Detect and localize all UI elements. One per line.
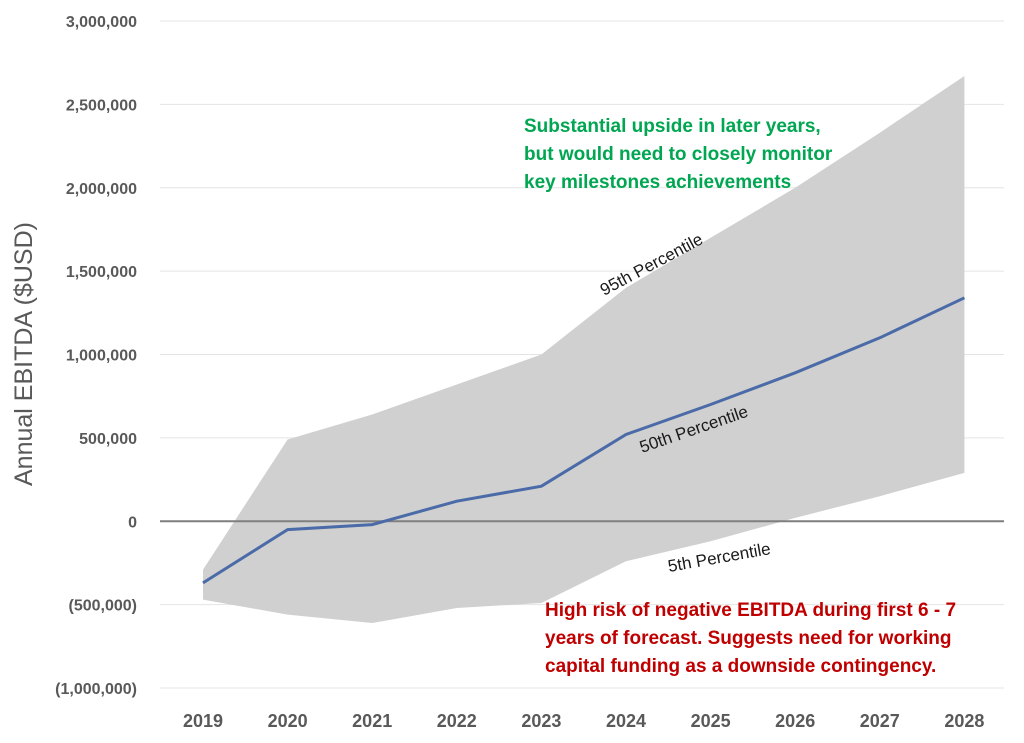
y-tick-label: 2,000,000 (66, 181, 137, 198)
x-tick-label: 2022 (437, 711, 477, 731)
risk-annotation-line-1: High risk of negative EBITDA during firs… (545, 600, 956, 621)
y-axis-ticks: 3,000,000 2,500,000 2,000,000 1,500,000 1,00… (55, 14, 137, 698)
median-series-line (202, 296, 966, 585)
y-tick-label: 500,000 (79, 431, 137, 448)
x-tick-label: 2026 (775, 711, 815, 731)
x-tick-label: 2028 (944, 711, 984, 731)
x-tick-label: 2024 (606, 711, 646, 731)
y-tick-label: 2,500,000 (66, 97, 137, 114)
y-tick-label: (500,000) (69, 598, 138, 615)
y-tick-label: 1,500,000 (66, 264, 137, 281)
upside-annotation-line-1: Substantial upside in later years, (524, 116, 821, 137)
risk-annotation-line-2: years of forecast. Suggests need for wor… (545, 628, 952, 649)
x-axis-ticks: 2019 2020 2021 2022 2023 2024 2025 2026 2027 2028 (183, 711, 984, 731)
x-tick-label: 2020 (268, 711, 308, 731)
y-tick-label: 0 (128, 514, 137, 531)
x-tick-label: 2023 (521, 711, 561, 731)
risk-annotation: High risk of negative EBITDA during firs… (545, 600, 956, 677)
y-axis-label: Annual EBITDA ($USD) (10, 222, 38, 486)
risk-annotation-line-3: capital funding as a downside contingenc… (545, 656, 936, 677)
x-tick-label: 2027 (860, 711, 900, 731)
x-tick-label: 2025 (691, 711, 731, 731)
y-tick-label: 1,000,000 (66, 348, 137, 365)
x-tick-label: 2021 (352, 711, 392, 731)
y-tick-label: 3,000,000 (66, 14, 137, 31)
x-tick-label: 2019 (183, 711, 223, 731)
y-tick-label: (1,000,000) (55, 681, 137, 698)
upside-annotation-line-3: key milestones achievements (524, 172, 791, 193)
upside-annotation-line-2: but would need to closely monitor (524, 144, 833, 165)
percentile-band-5-to-95 (203, 76, 965, 623)
upside-annotation: Substantial upside in later years, but w… (524, 116, 833, 193)
